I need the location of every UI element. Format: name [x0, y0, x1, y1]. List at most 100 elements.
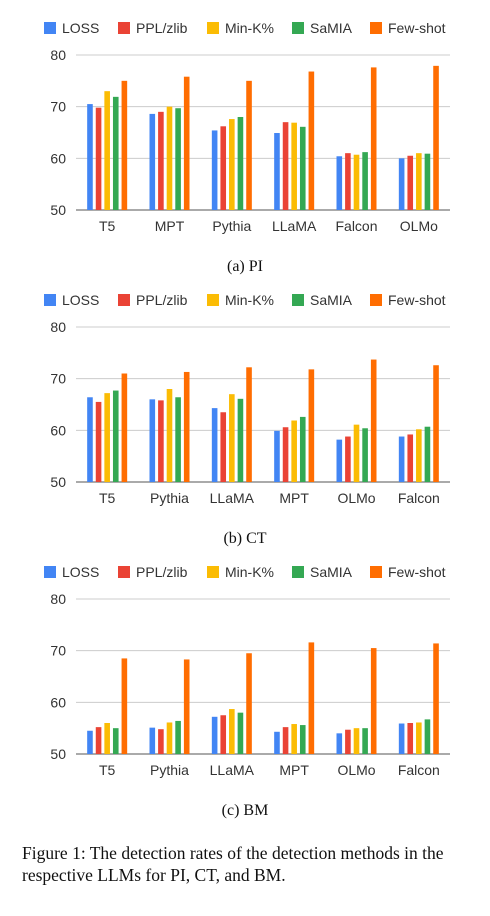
chart-panel-pi: LOSS PPL/zlib Min-K% SaMIA Few-shot 50 60 70 80 T… — [0, 0, 490, 275]
bar-falcon-ppl-zlib — [345, 153, 351, 210]
legend-item-samia: SaMIA — [292, 564, 353, 580]
bar-mpt-loss — [149, 113, 156, 210]
legend-label: SaMIA — [310, 564, 353, 580]
legend-item-ppl-zlib: PPL/zlib — [118, 564, 188, 580]
bar-llama-min-k — [229, 709, 235, 754]
bar-llama-loss — [211, 716, 218, 754]
bar-mpt-few-shot — [183, 76, 190, 210]
legend-swatch — [292, 22, 304, 34]
bar-llama-loss — [274, 133, 280, 210]
legend-item-samia: SaMIA — [292, 20, 353, 36]
legend-item-few-shot: Few-shot — [370, 292, 446, 308]
bar-pythia-samia — [175, 397, 181, 482]
x-tick-label: OLMo — [337, 762, 375, 778]
bar-pythia-min-k — [166, 389, 173, 482]
bar-pythia-ppl-zlib — [220, 126, 227, 210]
x-tick-label: MPT — [279, 762, 309, 778]
bar-mpt-loss — [274, 731, 280, 754]
y-tick-label: 80 — [50, 47, 66, 63]
bar-olmo-samia — [424, 153, 431, 210]
bar-llama-few-shot — [246, 367, 252, 482]
y-tick-label: 60 — [50, 694, 66, 710]
legend-label: Few-shot — [388, 20, 446, 36]
x-tick-label: LLaMA — [210, 762, 255, 778]
legend-swatch — [292, 294, 304, 306]
y-tick-label: 60 — [50, 150, 66, 166]
bar-falcon-min-k — [416, 429, 422, 482]
y-tick-label: 70 — [50, 371, 66, 387]
bar-olmo-few-shot — [370, 648, 377, 754]
bar-olmo-ppl-zlib — [407, 155, 414, 210]
legend-item-few-shot: Few-shot — [370, 564, 446, 580]
bar-t5-few-shot — [121, 658, 128, 754]
legend-item-min-k: Min-K% — [207, 292, 274, 308]
bar-falcon-few-shot — [370, 67, 377, 211]
bar-falcon-min-k — [416, 722, 422, 754]
legend-swatch — [292, 566, 304, 578]
bar-olmo-samia — [362, 428, 368, 482]
chart-panel-bm: LOSS PPL/zlib Min-K% SaMIA Few-shot 50 60 70 80 T… — [0, 544, 490, 819]
legend-label: PPL/zlib — [136, 292, 188, 308]
bar-pythia-samia — [237, 117, 244, 210]
legend-item-loss: LOSS — [44, 564, 99, 580]
legend-item-few-shot: Few-shot — [370, 20, 446, 36]
bar-t5-samia — [112, 96, 119, 210]
legend-label: Few-shot — [388, 564, 446, 580]
bar-llama-ppl-zlib — [220, 412, 227, 482]
bar-olmo-few-shot — [370, 359, 377, 482]
x-tick-label: T5 — [99, 762, 116, 778]
chart-panel-ct: LOSS PPL/zlib Min-K% SaMIA Few-shot 50 60 70 80 T… — [0, 272, 490, 547]
legend-label: Min-K% — [225, 20, 274, 36]
bar-mpt-ppl-zlib — [158, 111, 164, 210]
legend-item-loss: LOSS — [44, 292, 99, 308]
bar-mpt-few-shot — [308, 642, 315, 754]
bar-mpt-samia — [299, 416, 306, 482]
legend-swatch — [118, 566, 130, 578]
y-tick-label: 50 — [50, 202, 66, 218]
legend-swatch — [370, 22, 382, 34]
y-tick-label: 60 — [50, 422, 66, 438]
legend-item-ppl-zlib: PPL/zlib — [118, 20, 188, 36]
bar-olmo-min-k — [353, 424, 360, 482]
legend-swatch — [207, 22, 219, 34]
chart-ct: LOSS PPL/zlib Min-K% SaMIA Few-shot 50 60 70 80 T… — [44, 292, 450, 506]
bar-t5-samia — [112, 728, 119, 754]
bar-llama-min-k — [229, 394, 235, 482]
bar-t5-samia — [112, 390, 119, 482]
legend-label: PPL/zlib — [136, 564, 188, 580]
legend-swatch — [207, 294, 219, 306]
bar-t5-ppl-zlib — [95, 401, 102, 482]
bar-llama-few-shot — [246, 653, 252, 754]
bar-mpt-ppl-zlib — [282, 427, 289, 482]
bar-pythia-loss — [211, 130, 218, 210]
bar-mpt-samia — [175, 108, 181, 210]
legend-swatch — [44, 294, 56, 306]
bar-t5-few-shot — [121, 80, 128, 210]
bar-mpt-few-shot — [308, 369, 315, 482]
bar-pythia-min-k — [166, 722, 173, 754]
x-tick-label: MPT — [279, 490, 309, 506]
bar-t5-loss — [87, 104, 93, 210]
legend-swatch — [370, 566, 382, 578]
legend-label: Min-K% — [225, 292, 274, 308]
bar-mpt-min-k — [291, 420, 297, 482]
bar-falcon-few-shot — [433, 643, 439, 754]
bar-llama-loss — [211, 408, 218, 482]
chart-bm: LOSS PPL/zlib Min-K% SaMIA Few-shot 50 60 70 80 T… — [44, 564, 450, 778]
legend-item-min-k: Min-K% — [207, 20, 274, 36]
legend-swatch — [370, 294, 382, 306]
bar-t5-loss — [87, 397, 93, 482]
legend-item-min-k: Min-K% — [207, 564, 274, 580]
bar-llama-ppl-zlib — [220, 715, 227, 754]
bar-t5-ppl-zlib — [95, 727, 102, 754]
bar-pythia-few-shot — [246, 80, 252, 210]
legend-label: LOSS — [62, 564, 99, 580]
y-tick-label: 80 — [50, 319, 66, 335]
bar-falcon-samia — [424, 719, 431, 754]
bar-olmo-loss — [336, 733, 343, 754]
bar-olmo-ppl-zlib — [345, 729, 351, 754]
bar-t5-min-k — [104, 723, 110, 754]
y-tick-label: 50 — [50, 746, 66, 762]
bar-llama-ppl-zlib — [282, 122, 289, 210]
bar-olmo-few-shot — [433, 65, 439, 210]
